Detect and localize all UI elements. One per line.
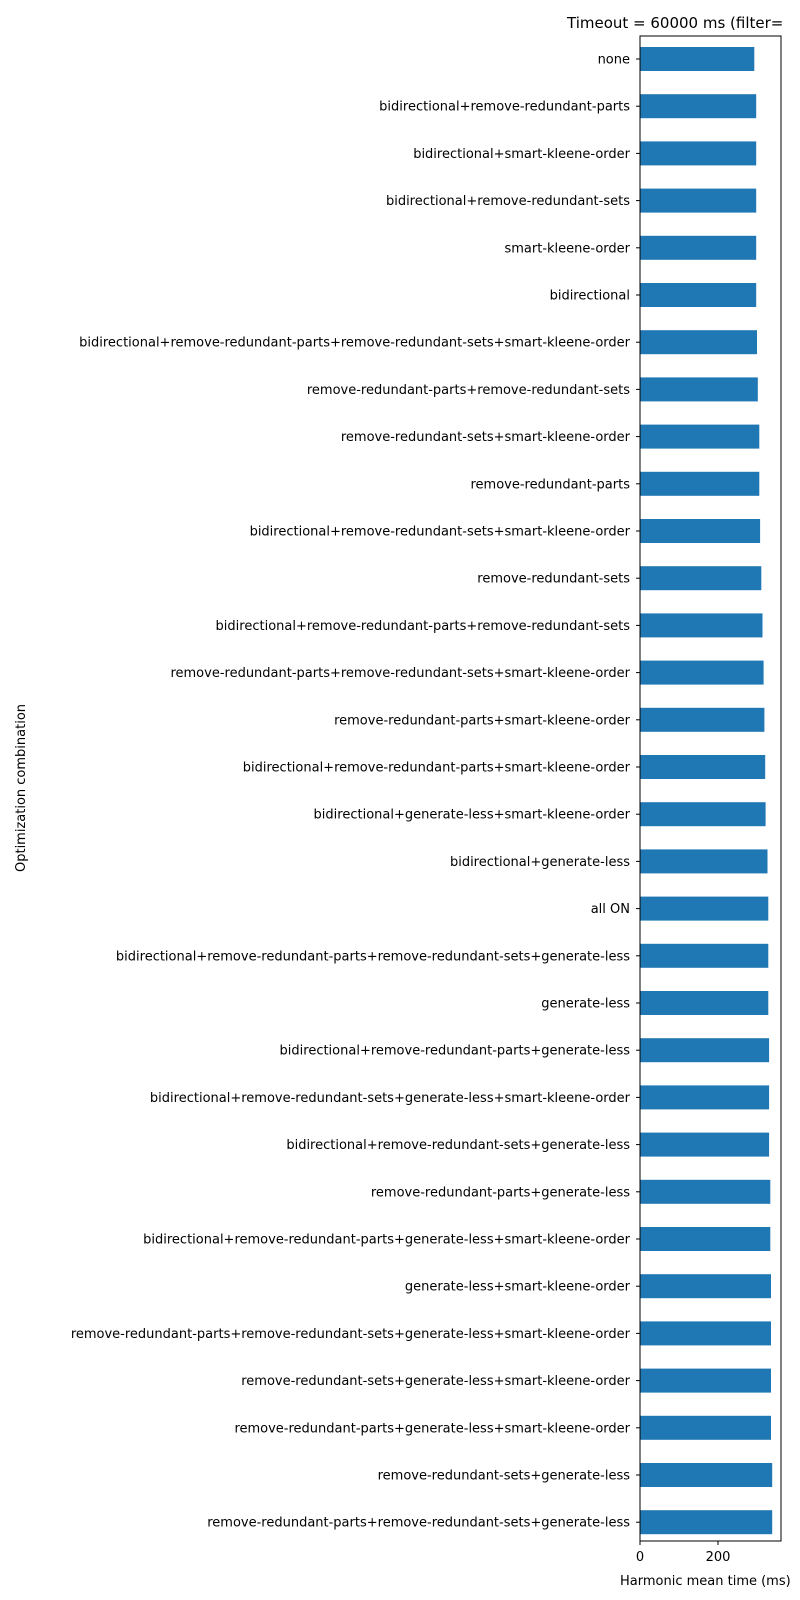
category-label: remove-redundant-parts+smart-kleene-orde… — [334, 713, 631, 728]
category-label: generate-less — [541, 997, 630, 1012]
bar — [640, 849, 768, 874]
category-label: bidirectional+remove-redundant-sets+smar… — [250, 525, 631, 540]
category-label: remove-redundant-parts+remove-redundant-… — [207, 1516, 630, 1531]
category-label: bidirectional+remove-redundant-sets+gene… — [286, 1138, 630, 1153]
category-label: bidirectional+remove-redundant-parts+rem… — [216, 619, 631, 634]
x-ticks-group: 0 200 — [636, 1541, 731, 1565]
bar — [640, 1274, 771, 1299]
category-label: none — [598, 53, 630, 68]
category-label: remove-redundant-parts+generate-less — [371, 1185, 630, 1200]
category-label: bidirectional+remove-redundant-parts+rem… — [116, 949, 630, 964]
bar — [640, 471, 760, 496]
category-label: bidirectional+remove-redundant-parts — [379, 100, 630, 115]
category-label: bidirectional+remove-redundant-parts+gen… — [143, 1233, 631, 1248]
category-label: generate-less+smart-kleene-order — [405, 1280, 631, 1295]
category-label: bidirectional+remove-redundant-parts+sma… — [243, 761, 631, 776]
bar — [640, 1463, 773, 1487]
category-label: bidirectional+generate-less — [450, 855, 630, 870]
x-axis-label: Harmonic mean time (ms) — [620, 1574, 791, 1589]
category-label: remove-redundant-parts+generate-less+sma… — [234, 1421, 630, 1436]
category-label: remove-redundant-parts+remove-redundant-… — [71, 1327, 631, 1342]
bar — [640, 566, 762, 591]
bar — [640, 1038, 770, 1063]
bar — [640, 47, 755, 71]
bar — [640, 1132, 770, 1157]
category-label: bidirectional — [550, 289, 630, 304]
bar — [640, 943, 769, 968]
bar — [640, 1321, 771, 1346]
bar — [640, 896, 769, 921]
category-label: bidirectional+remove-redundant-parts+gen… — [280, 1044, 631, 1059]
category-label: remove-redundant-parts+remove-redundant-… — [170, 666, 630, 681]
bar — [640, 235, 757, 260]
category-label: bidirectional+generate-less+smart-kleene… — [314, 808, 631, 823]
bar — [640, 1085, 770, 1110]
bar — [640, 141, 757, 166]
bar — [640, 1510, 773, 1535]
category-label: bidirectional+smart-kleene-order — [413, 147, 630, 162]
category-labels-group: none bidirectional+remove-redundant-parts… — [71, 53, 640, 1531]
bar — [640, 613, 763, 638]
category-label: all ON — [591, 902, 630, 917]
bars-group — [640, 47, 773, 1535]
bar — [640, 330, 757, 355]
bar — [640, 755, 766, 779]
bar — [640, 94, 757, 119]
bar — [640, 188, 757, 213]
x-tick-label: 0 — [636, 1550, 644, 1565]
category-label: bidirectional+remove-redundant-parts+rem… — [79, 336, 631, 351]
bar — [640, 802, 766, 827]
category-label: bidirectional+remove-redundant-sets — [386, 194, 630, 209]
category-label: remove-redundant-parts — [470, 477, 630, 492]
category-label: remove-redundant-sets+smart-kleene-order — [341, 430, 631, 445]
bar — [640, 283, 757, 307]
bar — [640, 991, 769, 1015]
bar — [640, 1415, 771, 1440]
plot-frame — [639, 35, 782, 1542]
y-axis-label: Optimization combination — [14, 704, 29, 872]
chart-title: Timeout = 60000 ms (filter= — [566, 14, 783, 32]
category-label: remove-redundant-sets+generate-less+smar… — [241, 1374, 630, 1389]
category-label: remove-redundant-sets+generate-less — [378, 1469, 631, 1484]
bar — [640, 1227, 771, 1251]
bar — [640, 707, 765, 732]
category-label: remove-redundant-sets — [477, 572, 630, 587]
bar — [640, 660, 764, 685]
category-label: bidirectional+remove-redundant-sets+gene… — [150, 1091, 631, 1106]
category-label: remove-redundant-parts+remove-redundant-… — [307, 383, 630, 398]
bar — [640, 377, 758, 402]
bar — [640, 1179, 771, 1204]
bar — [640, 519, 761, 543]
bar — [640, 1368, 771, 1393]
x-tick-label: 200 — [706, 1550, 731, 1565]
bar — [640, 424, 760, 449]
category-label: smart-kleene-order — [504, 241, 630, 256]
